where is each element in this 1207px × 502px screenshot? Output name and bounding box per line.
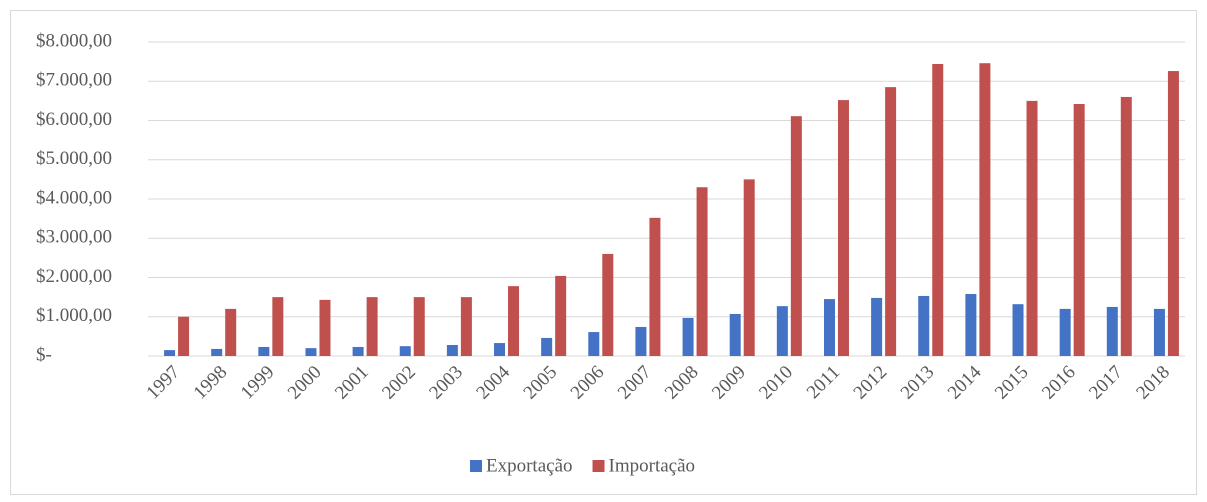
- bar: [1059, 308, 1071, 356]
- y-tick-label: $6.000,00: [36, 109, 112, 130]
- bar: [272, 297, 284, 356]
- y-tick-label: $7.000,00: [36, 70, 112, 91]
- bar: [602, 253, 614, 356]
- bar: [776, 306, 788, 356]
- chart-border: [10, 10, 1197, 495]
- bar: [460, 297, 472, 356]
- bar: [494, 343, 506, 356]
- bar: [1026, 100, 1038, 356]
- bar: [837, 100, 849, 356]
- bar: [541, 337, 553, 356]
- bar: [979, 63, 991, 356]
- bar: [366, 297, 378, 356]
- bar: [635, 326, 647, 356]
- y-tick-label: $8.000,00: [36, 30, 112, 51]
- y-tick-label: $2.000,00: [36, 266, 112, 287]
- bar: [965, 293, 977, 356]
- bar: [932, 63, 944, 356]
- bar: [871, 297, 883, 356]
- bar: [918, 295, 930, 356]
- bar: [305, 348, 317, 356]
- bar: [319, 299, 331, 356]
- bar: [1073, 104, 1085, 356]
- y-tick-label: $1.000,00: [36, 305, 112, 326]
- bar: [823, 299, 835, 356]
- bar: [649, 217, 661, 356]
- bar: [211, 348, 223, 356]
- legend-label: Importação: [609, 455, 696, 476]
- bar: [258, 346, 270, 356]
- bar: [696, 187, 708, 356]
- bar: [352, 346, 364, 356]
- bar: [743, 179, 755, 356]
- legend-label: Exportação: [486, 455, 573, 476]
- bar: [588, 332, 600, 356]
- bar: [399, 346, 411, 356]
- bar: [1012, 304, 1024, 356]
- bar: [729, 314, 741, 356]
- bar: [1167, 71, 1179, 357]
- legend-swatch: [470, 460, 482, 472]
- y-tick-label: $5.000,00: [36, 148, 112, 169]
- bar: [164, 350, 176, 356]
- bar: [1106, 306, 1118, 356]
- bar: [555, 275, 567, 356]
- bar: [682, 317, 694, 356]
- bar: [790, 116, 802, 357]
- y-tick-label: $-: [36, 344, 52, 365]
- bar: [178, 316, 190, 356]
- bar: [1153, 308, 1165, 356]
- bar: [885, 87, 897, 356]
- bar: [1120, 96, 1132, 356]
- y-tick-label: $3.000,00: [36, 227, 112, 248]
- y-tick-label: $4.000,00: [36, 187, 112, 208]
- bar: [446, 345, 458, 356]
- bar: [225, 308, 237, 356]
- legend-swatch: [592, 460, 605, 472]
- bar: [508, 286, 520, 356]
- bar: [413, 297, 425, 356]
